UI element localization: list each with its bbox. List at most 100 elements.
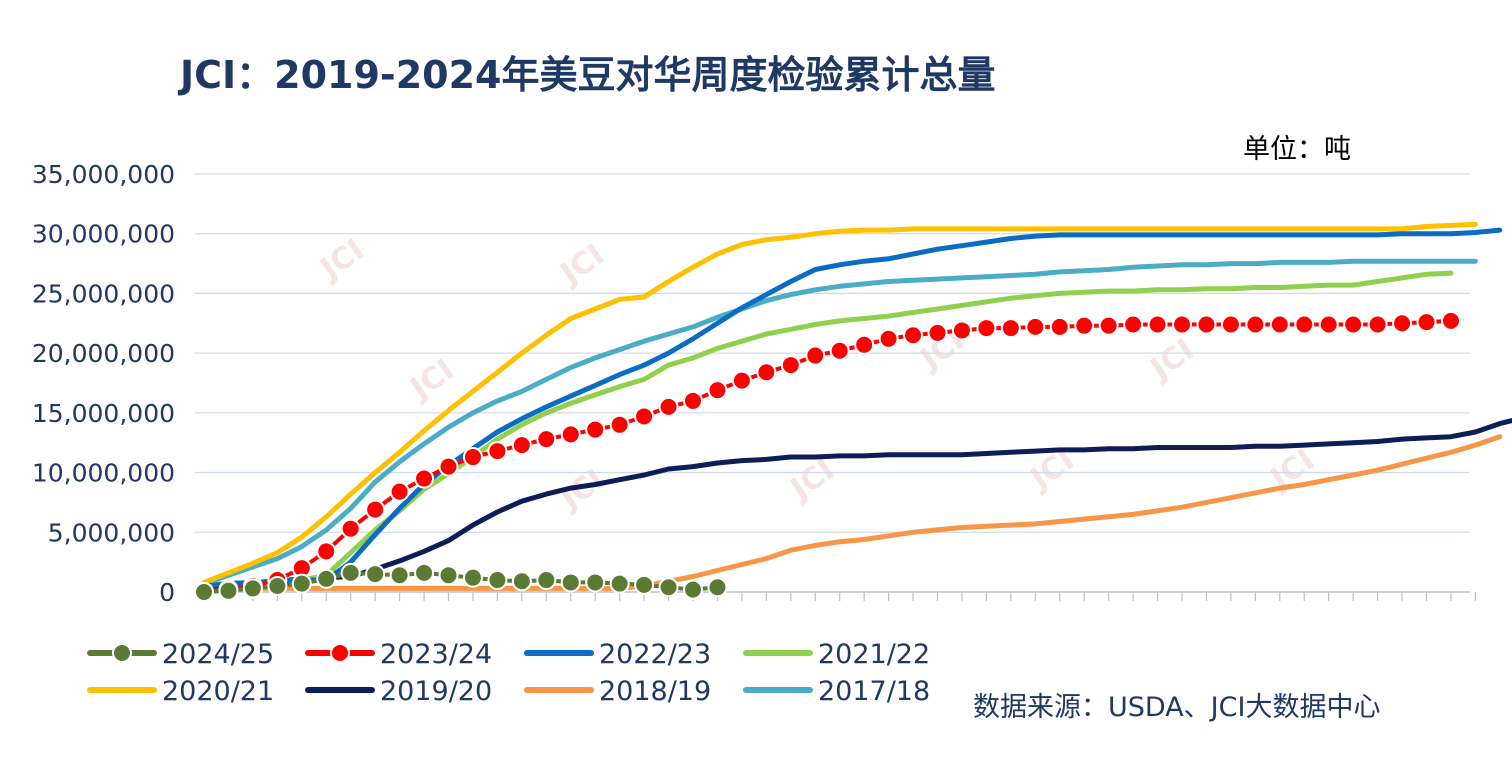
y-axis-tick-labels: 0 5,000,000 10,000,000 15,000,000 20,000,000…	[32, 160, 175, 607]
data-point-2023-24	[511, 435, 532, 456]
data-point-2023-24	[316, 541, 337, 562]
data-point-2023-24	[389, 481, 410, 502]
data-point-2024-25	[267, 576, 288, 597]
data-point-2024-25	[707, 577, 728, 598]
y-tick-label: 5,000,000	[48, 518, 175, 547]
data-point-2023-24	[829, 340, 850, 361]
data-point-2023-24	[1343, 314, 1364, 335]
y-tick-label: 25,000,000	[32, 279, 175, 308]
data-point-2023-24	[976, 318, 997, 339]
y-tick-label: 0	[159, 578, 175, 607]
x-axis	[195, 591, 1477, 601]
watermark-text: JCI	[403, 352, 461, 407]
legend-label: 2021/22	[818, 639, 930, 670]
data-point-2024-25	[365, 564, 386, 585]
series-line-2019-20	[201, 418, 1512, 590]
data-point-2024-25	[536, 570, 557, 591]
chart-title: JCI：2019-2024年美豆对华周度检验累计总量	[177, 53, 995, 97]
data-point-2023-24	[609, 414, 630, 435]
legend-label: 2018/19	[599, 676, 711, 707]
data-point-2023-24	[658, 396, 679, 417]
data-point-2023-24	[487, 441, 508, 462]
y-tick-label: 20,000,000	[32, 339, 175, 368]
data-point-2023-24	[1318, 314, 1339, 335]
y-tick-label: 30,000,000	[32, 220, 175, 249]
series-line-2022-23	[201, 227, 1503, 589]
data-point-2024-25	[658, 577, 679, 598]
series-line-2017-18	[201, 258, 1478, 587]
data-point-2023-24	[462, 447, 483, 468]
data-source-note: 数据来源：USDA、JCI大数据中心	[973, 692, 1380, 723]
legend-marker	[112, 643, 132, 663]
series-line-2020-21	[201, 221, 1478, 585]
data-point-2024-25	[511, 571, 532, 592]
data-point-2023-24	[878, 328, 899, 349]
watermark-text: JCI	[553, 237, 611, 292]
data-point-2023-24	[756, 362, 777, 383]
data-point-2024-25	[389, 565, 410, 586]
data-point-2023-24	[854, 334, 875, 355]
data-point-2024-25	[218, 580, 239, 601]
data-point-2023-24	[340, 518, 361, 539]
watermark-text: JCI	[313, 232, 371, 287]
data-point-2023-24	[1269, 314, 1290, 335]
data-point-2024-25	[560, 572, 581, 593]
y-tick-label: 10,000,000	[32, 459, 175, 488]
data-point-2023-24	[780, 355, 801, 376]
data-point-2023-24	[1196, 314, 1217, 335]
data-point-2024-25	[438, 565, 459, 586]
legend-label: 2019/20	[380, 676, 492, 707]
data-point-2023-24	[1294, 314, 1315, 335]
data-point-2023-24	[1392, 313, 1413, 334]
data-point-2023-24	[414, 468, 435, 489]
data-point-2023-24	[1367, 314, 1388, 335]
data-point-2023-24	[1245, 314, 1266, 335]
data-point-2024-25	[609, 573, 630, 594]
data-point-2023-24	[1440, 310, 1461, 331]
data-point-2024-25	[634, 574, 655, 595]
data-point-2023-24	[1220, 314, 1241, 335]
data-point-2023-24	[1049, 316, 1070, 337]
data-point-2023-24	[1123, 314, 1144, 335]
series-line-2024-25	[202, 570, 720, 594]
legend-label: 2024/25	[162, 639, 274, 670]
legend-label: 2017/18	[818, 676, 930, 707]
data-point-2024-25	[414, 562, 435, 583]
data-point-2023-24	[560, 424, 581, 445]
watermark-text: JCI	[1143, 332, 1201, 387]
data-point-2023-24	[1000, 318, 1021, 339]
legend-label: 2022/23	[599, 639, 711, 670]
series-layer	[194, 221, 1512, 602]
data-point-2023-24	[585, 419, 606, 440]
series-line-2018-19	[201, 434, 1503, 591]
legend-label: 2023/24	[380, 639, 492, 670]
legend-label: 2020/21	[162, 676, 274, 707]
data-point-2023-24	[1098, 315, 1119, 336]
data-point-2024-25	[316, 568, 337, 589]
data-point-2023-24	[903, 325, 924, 346]
legend-marker	[330, 643, 350, 663]
data-point-2023-24	[927, 322, 948, 343]
data-point-2024-25	[291, 573, 312, 594]
data-point-2023-24	[438, 456, 459, 477]
data-point-2023-24	[1025, 316, 1046, 337]
data-point-2023-24	[951, 320, 972, 341]
data-point-2024-25	[194, 582, 214, 602]
y-tick-label: 15,000,000	[32, 399, 175, 428]
data-point-2024-25	[462, 567, 483, 588]
data-point-2023-24	[1172, 314, 1192, 335]
data-point-2024-25	[487, 570, 508, 591]
data-point-2023-24	[1074, 315, 1095, 336]
data-point-2023-24	[683, 390, 703, 411]
data-point-2023-24	[536, 429, 557, 450]
data-point-2023-24	[365, 499, 386, 520]
data-point-2023-24	[1416, 312, 1437, 333]
data-point-2024-25	[585, 572, 606, 593]
data-point-2024-25	[683, 579, 703, 600]
data-point-2023-24	[634, 406, 655, 427]
watermark-text: JCI	[783, 452, 841, 507]
data-point-2024-25	[340, 562, 361, 583]
y-tick-label: 35,000,000	[32, 160, 175, 189]
